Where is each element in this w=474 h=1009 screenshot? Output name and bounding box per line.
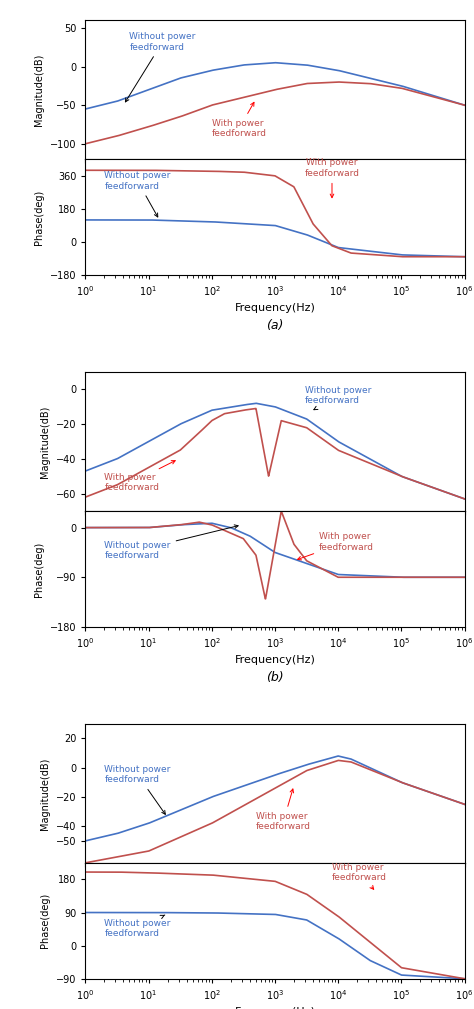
Text: With power
feedforward: With power feedforward [332,863,387,889]
X-axis label: Frequency(Hz): Frequency(Hz) [235,655,315,665]
Text: Without power
feedforward: Without power feedforward [126,32,196,102]
Text: Without power
feedforward: Without power feedforward [104,765,171,814]
Text: (b): (b) [266,671,284,684]
Text: (a): (a) [266,319,283,332]
X-axis label: Frequency(Hz): Frequency(Hz) [235,1007,315,1009]
Y-axis label: Magnitude(dB): Magnitude(dB) [34,53,44,126]
Text: With power
feedforward: With power feedforward [212,102,267,138]
Y-axis label: Phase(deg): Phase(deg) [34,190,44,245]
Text: Without power
feedforward: Without power feedforward [305,385,372,410]
Text: Without power
feedforward: Without power feedforward [104,915,171,938]
Y-axis label: Phase(deg): Phase(deg) [40,893,50,948]
Text: With power
feedforward: With power feedforward [104,461,175,492]
Text: Without power
feedforward: Without power feedforward [104,525,238,560]
Y-axis label: Phase(deg): Phase(deg) [34,542,44,596]
Text: With power
feedforward: With power feedforward [298,533,374,560]
Text: With power
feedforward: With power feedforward [304,158,359,198]
Y-axis label: Magnitude(dB): Magnitude(dB) [40,406,50,477]
Text: Without power
feedforward: Without power feedforward [104,172,171,217]
Y-axis label: Magnitude(dB): Magnitude(dB) [40,757,50,829]
X-axis label: Frequency(Hz): Frequency(Hz) [235,304,315,314]
Text: With power
feedforward: With power feedforward [256,789,311,831]
